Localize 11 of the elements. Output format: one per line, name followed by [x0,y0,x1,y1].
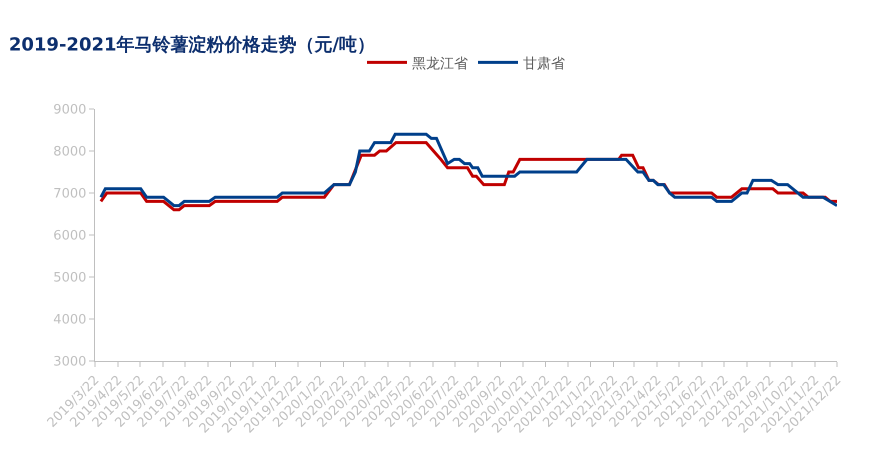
y-tick-label: 3000 [53,354,86,370]
y-tick-label: 6000 [53,228,86,244]
y-tick-label: 7000 [53,186,86,202]
chart-title: 2019-2021年马铃薯淀粉价格走势（元/吨） [8,34,376,56]
line-series [99,132,837,208]
y-tick-label: 8000 [53,144,86,160]
y-tick-label: 9000 [53,102,86,118]
legend-label: 甘肃省 [523,56,565,72]
y-tick-label: 5000 [53,270,86,286]
legend-label: 黑龙江省 [412,56,468,72]
y-tick-label: 4000 [53,312,86,328]
